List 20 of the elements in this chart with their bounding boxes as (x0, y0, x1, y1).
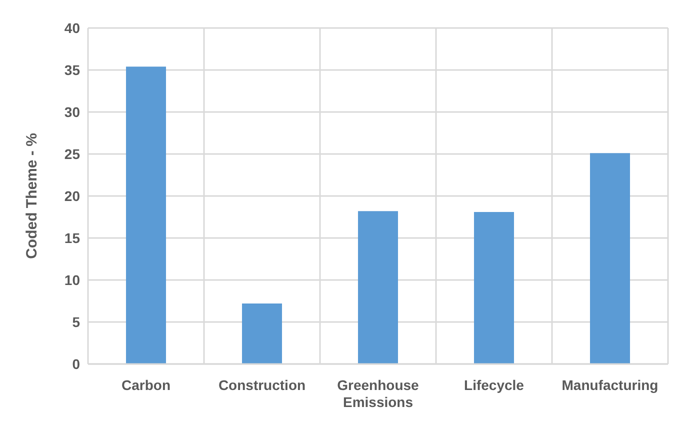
x-tick-label: Greenhouse Emissions (337, 377, 420, 410)
y-tick-label: 10 (64, 272, 80, 288)
x-tick-label: Lifecycle (464, 377, 524, 393)
y-tick-label: 15 (64, 230, 80, 246)
y-tick-label: 30 (64, 104, 80, 120)
bar (474, 212, 514, 364)
y-tick-label: 35 (64, 62, 80, 78)
bar (126, 66, 166, 364)
y-tick-label: 20 (64, 188, 80, 204)
bar (590, 153, 630, 364)
x-tick-label: Carbon (122, 377, 170, 393)
bar (242, 304, 282, 364)
y-tick-label: 40 (64, 20, 80, 36)
y-tick-label: 0 (72, 356, 80, 372)
y-axis-title: Coded Theme - % (23, 133, 40, 259)
x-tick-label: Manufacturing (562, 377, 658, 393)
y-tick-label: 5 (72, 314, 80, 330)
x-tick-label: Construction (218, 377, 306, 393)
y-tick-label: 25 (64, 146, 80, 162)
bar (358, 211, 398, 364)
